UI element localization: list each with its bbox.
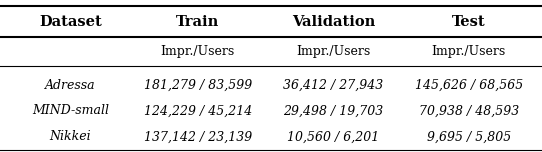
Text: Validation: Validation — [292, 15, 375, 29]
Text: Adressa: Adressa — [45, 79, 96, 92]
Text: Train: Train — [176, 15, 220, 29]
Text: 145,626 / 68,565: 145,626 / 68,565 — [415, 79, 523, 92]
Text: 70,938 / 48,593: 70,938 / 48,593 — [419, 104, 519, 117]
Text: 29,498 / 19,703: 29,498 / 19,703 — [283, 104, 383, 117]
Text: Impr./Users: Impr./Users — [161, 45, 235, 58]
Text: Impr./Users: Impr./Users — [432, 45, 506, 58]
Text: Test: Test — [452, 15, 486, 29]
Text: 9,695 / 5,805: 9,695 / 5,805 — [427, 130, 511, 143]
Text: 36,412 / 27,943: 36,412 / 27,943 — [283, 79, 383, 92]
Text: 124,229 / 45,214: 124,229 / 45,214 — [144, 104, 252, 117]
Text: Impr./Users: Impr./Users — [296, 45, 370, 58]
Text: MIND-small: MIND-small — [32, 104, 109, 117]
Text: Nikkei: Nikkei — [50, 130, 91, 143]
Text: 10,560 / 6,201: 10,560 / 6,201 — [287, 130, 379, 143]
Text: 137,142 / 23,139: 137,142 / 23,139 — [144, 130, 252, 143]
Text: 181,279 / 83,599: 181,279 / 83,599 — [144, 79, 252, 92]
Text: Dataset: Dataset — [39, 15, 102, 29]
